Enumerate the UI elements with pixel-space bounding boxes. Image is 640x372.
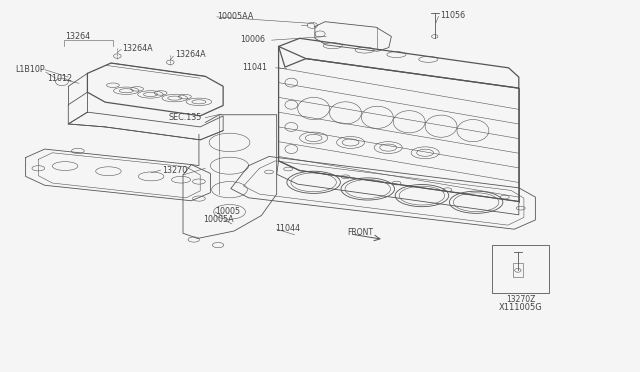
Text: 10005A: 10005A — [203, 215, 234, 224]
Text: 13264A: 13264A — [122, 44, 153, 53]
Text: 11044: 11044 — [275, 224, 300, 233]
Text: 11056: 11056 — [440, 11, 465, 20]
Bar — [492, 245, 549, 293]
Text: 11012: 11012 — [47, 74, 72, 83]
Text: FRONT: FRONT — [348, 228, 373, 237]
Text: SEC.135: SEC.135 — [168, 113, 202, 122]
Text: 10006: 10006 — [241, 35, 266, 44]
Text: 10005: 10005 — [215, 206, 240, 216]
Text: 10005AA: 10005AA — [217, 12, 253, 21]
Text: 13270Z: 13270Z — [506, 295, 536, 304]
Text: X111005G: X111005G — [499, 303, 543, 312]
Text: 13264A: 13264A — [175, 51, 205, 60]
Bar — [513, 263, 523, 278]
Text: 13264: 13264 — [65, 32, 90, 41]
Text: 11041: 11041 — [243, 63, 268, 72]
Text: 13270: 13270 — [162, 166, 188, 174]
Text: L1B10P: L1B10P — [15, 65, 45, 74]
